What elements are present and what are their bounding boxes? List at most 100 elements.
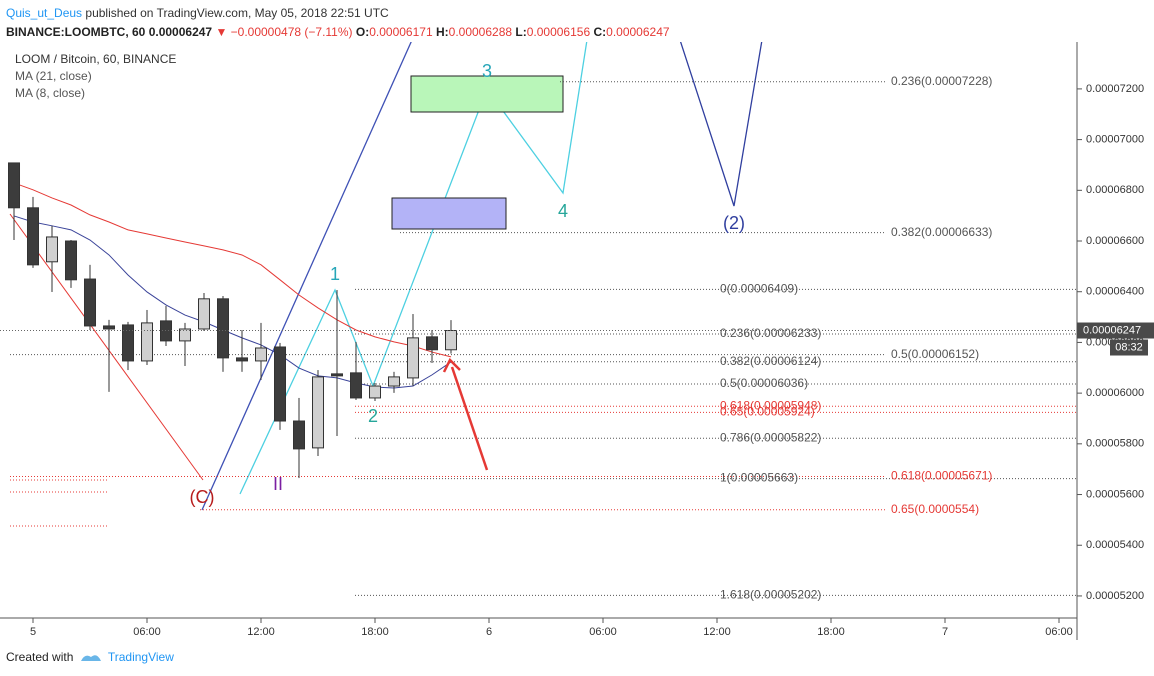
candle-body <box>255 347 268 362</box>
candle-body <box>8 162 21 209</box>
y-tick-label: 0.00007000 <box>1086 134 1144 146</box>
ohlc-key: L: <box>515 25 527 39</box>
candle-body <box>103 325 116 330</box>
fib-label: 0.5(0.00006152) <box>891 347 979 361</box>
published: published on TradingView.com, May 05, 20… <box>85 6 389 20</box>
candle-body <box>179 328 192 342</box>
fib-label: 0.618(0.00005671) <box>891 469 992 483</box>
ohlc-value: 0.00006247 <box>606 25 670 39</box>
trend-line <box>201 42 412 511</box>
ma-line <box>13 182 452 358</box>
wave-line <box>679 42 763 207</box>
fib-label: 0.5(0.00006036) <box>720 376 808 390</box>
y-tick-label: 0.00005400 <box>1086 539 1144 551</box>
fib-label: 0.236(0.00007228) <box>891 74 992 88</box>
y-tick-label: 0.00006800 <box>1086 184 1144 196</box>
header-line: Quis_ut_Deus published on TradingView.co… <box>6 4 670 23</box>
legend-entry: MA (21, close) <box>15 69 92 83</box>
countdown: 08:32 <box>1115 341 1143 353</box>
x-tick-label: 5 <box>30 626 36 638</box>
candle-body <box>274 346 287 422</box>
logo <box>80 655 101 661</box>
wave-label: 3 <box>482 61 492 81</box>
x-tick-label: 18:00 <box>817 626 845 638</box>
x-tick-label: 06:00 <box>1045 626 1073 638</box>
ohlc-key: C: <box>593 25 607 39</box>
candle-body <box>407 337 420 379</box>
arrow <box>450 366 489 471</box>
wave-label: 4 <box>558 201 568 221</box>
fib-label: 0.382(0.00006124) <box>720 354 821 368</box>
wave-label: (2) <box>723 213 745 233</box>
fib-label: 1.618(0.00005202) <box>720 588 821 602</box>
candle-body <box>426 336 439 351</box>
wave-label: (C) <box>190 487 215 507</box>
legend-entry: MA (8, close) <box>15 86 85 100</box>
x-tick-label: 6 <box>486 626 492 638</box>
y-tick-label: 0.00005600 <box>1086 488 1144 500</box>
brand[interactable]: TradingView <box>107 650 174 664</box>
candle-body <box>141 322 154 362</box>
fib-label: 0.786(0.00005822) <box>720 430 821 444</box>
trend-line <box>9 213 204 481</box>
x-tick-label: 12:00 <box>247 626 275 638</box>
fib-label: 0.65(0.0000554) <box>891 502 979 516</box>
candle-body <box>369 385 382 399</box>
x-tick-label: 12:00 <box>703 626 731 638</box>
ohlc-key: H: <box>435 25 449 39</box>
ohlc-key: O: <box>355 25 370 39</box>
symbol: BINANCE:LOOMBTC, 60 <box>6 25 146 39</box>
x-tick-label: 06:00 <box>133 626 161 638</box>
target-box <box>391 197 507 230</box>
wave-label: II <box>273 474 283 494</box>
candle-body <box>312 376 325 449</box>
countdown-box <box>1110 339 1148 356</box>
y-tick-label: 0.00005200 <box>1086 590 1144 602</box>
fib-label: 0.65(0.00005924) <box>720 405 815 419</box>
candle-body <box>236 357 249 362</box>
drawings <box>9 42 763 527</box>
ohlc: O:0.00006171 H:0.00006288 L:0.00006156 C… <box>356 25 670 39</box>
y-tick-label: 0.00005800 <box>1086 438 1144 450</box>
candle-body <box>122 324 135 362</box>
y-tick-label: 0.00006000 <box>1086 387 1144 399</box>
x-tick-label: 7 <box>942 626 948 638</box>
y-tick-label: 0.00007200 <box>1086 83 1144 95</box>
candle-body <box>65 240 78 281</box>
ohlc-value: 0.00006288 <box>448 25 513 39</box>
fib-label: 0.236(0.00006233) <box>720 326 821 340</box>
fib-label: 0.618(0.00005948) <box>720 398 821 412</box>
candle-body <box>217 298 230 359</box>
change: ▼ −0.00000478 (−7.11%) <box>215 25 353 39</box>
candle-body <box>350 372 363 399</box>
y-tick-label: 0.00006600 <box>1086 235 1144 247</box>
last: 0.00006247 <box>148 25 213 39</box>
header: Quis_ut_Deus published on TradingView.co… <box>6 4 670 42</box>
wave-label: 2 <box>368 406 378 426</box>
footer: Created with TradingView <box>6 649 174 664</box>
target-box <box>410 75 564 113</box>
red-levels <box>10 479 108 527</box>
fib-label: 1(0.00005663) <box>720 471 798 485</box>
candle-body <box>293 420 306 450</box>
author[interactable]: Quis_ut_Deus <box>6 6 83 20</box>
ohlc-value: 0.00006171 <box>369 25 433 39</box>
last-price-label: 0.00006247 <box>1083 324 1141 336</box>
legend-title: LOOM / Bitcoin, 60, BINANCE <box>15 52 176 66</box>
candle-body <box>198 298 211 330</box>
candle-body <box>331 373 344 377</box>
x-tick-label: 18:00 <box>361 626 389 638</box>
fib-label: 0(0.00006409) <box>720 282 798 296</box>
y-tick-label: 0.00006400 <box>1086 286 1144 298</box>
candle-body <box>388 376 401 387</box>
candle-body <box>84 278 97 327</box>
wave-label: 1 <box>330 264 340 284</box>
fib-label: 0.382(0.00006633) <box>891 225 992 239</box>
wave-line <box>239 42 588 495</box>
candle-body <box>46 236 59 263</box>
arrow-head <box>442 357 461 373</box>
candle-body <box>445 330 458 351</box>
